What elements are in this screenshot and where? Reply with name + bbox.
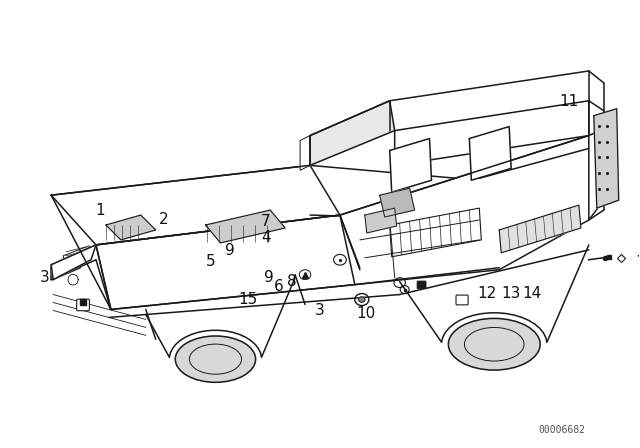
Polygon shape xyxy=(340,136,589,284)
Polygon shape xyxy=(51,245,96,280)
Polygon shape xyxy=(51,165,340,245)
Polygon shape xyxy=(390,208,481,257)
Polygon shape xyxy=(96,215,355,310)
Text: 9: 9 xyxy=(264,270,274,285)
Polygon shape xyxy=(300,136,310,170)
Ellipse shape xyxy=(358,297,365,302)
Ellipse shape xyxy=(449,319,540,370)
Polygon shape xyxy=(365,208,397,233)
Text: 3: 3 xyxy=(40,270,49,285)
FancyBboxPatch shape xyxy=(456,295,468,305)
FancyBboxPatch shape xyxy=(417,281,426,289)
Polygon shape xyxy=(310,101,395,165)
Ellipse shape xyxy=(175,336,255,382)
Polygon shape xyxy=(499,205,581,253)
Text: 4: 4 xyxy=(261,230,271,245)
Text: 00006682: 00006682 xyxy=(539,426,586,435)
Polygon shape xyxy=(469,127,511,180)
Polygon shape xyxy=(589,101,604,220)
Text: 10: 10 xyxy=(356,306,376,321)
Text: 7: 7 xyxy=(261,214,271,229)
Polygon shape xyxy=(106,215,156,240)
Text: 8: 8 xyxy=(287,274,296,289)
Text: 5: 5 xyxy=(205,254,215,269)
Text: 12: 12 xyxy=(477,285,497,301)
FancyBboxPatch shape xyxy=(77,299,90,311)
Polygon shape xyxy=(390,138,431,192)
Text: 11: 11 xyxy=(559,94,578,109)
Polygon shape xyxy=(380,188,415,217)
Polygon shape xyxy=(395,101,589,165)
Text: 2: 2 xyxy=(159,212,169,227)
Text: 3: 3 xyxy=(315,303,325,319)
Text: 15: 15 xyxy=(238,292,258,307)
Polygon shape xyxy=(205,210,285,243)
Text: 9: 9 xyxy=(225,243,234,258)
Polygon shape xyxy=(594,109,619,208)
Text: 1: 1 xyxy=(95,203,105,218)
Text: 6: 6 xyxy=(274,279,284,294)
Text: 14: 14 xyxy=(523,285,542,301)
Text: 13: 13 xyxy=(502,285,521,301)
